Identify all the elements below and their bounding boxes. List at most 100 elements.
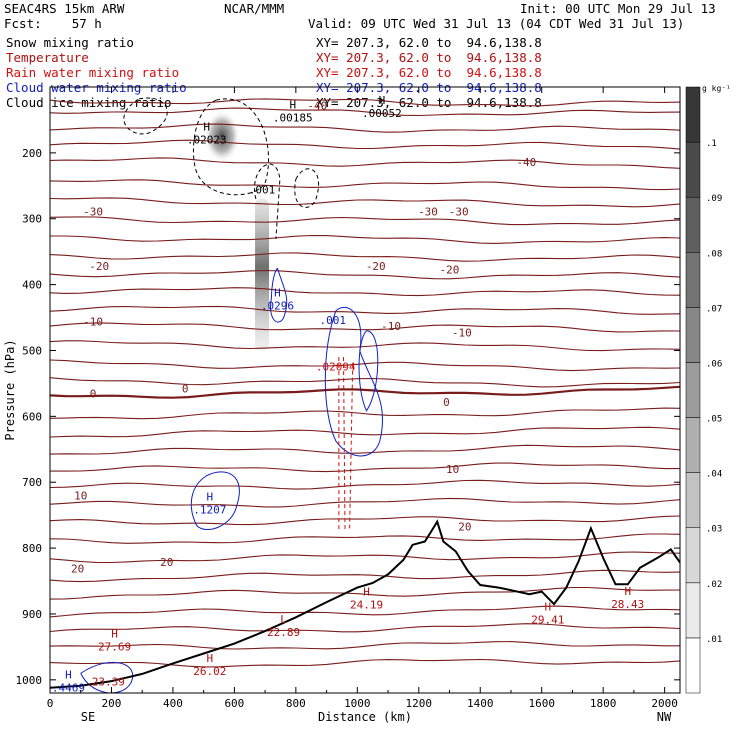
extremum-value: .02023 bbox=[187, 133, 227, 146]
y-tick-label: 800 bbox=[22, 542, 42, 555]
isotherm bbox=[49, 623, 681, 633]
isotherm-label: -30 bbox=[449, 205, 469, 218]
colorbar-segment bbox=[685, 252, 701, 308]
y-tick-label: 500 bbox=[22, 344, 42, 357]
isotherm bbox=[49, 179, 681, 191]
temperature-contours bbox=[49, 98, 681, 668]
isotherm-label: -10 bbox=[83, 315, 103, 328]
x-end-label-right: NW bbox=[657, 710, 672, 724]
legend-field-name: Rain water mixing ratio bbox=[6, 65, 180, 80]
colorbar-unit: g kg⁻¹ bbox=[702, 84, 731, 93]
extremum-value: 29.41 bbox=[531, 614, 564, 627]
isotherm bbox=[49, 123, 681, 133]
y-tick-label: 200 bbox=[22, 147, 42, 160]
isotherm-label: -30 bbox=[83, 205, 103, 218]
extremum-value: .02094 bbox=[316, 361, 356, 374]
isotherm bbox=[49, 252, 681, 262]
colorbar-segment bbox=[685, 307, 701, 363]
extrema-labels: H.02023H.00185H.00052.001H.0296.001.0209… bbox=[52, 94, 644, 694]
isotherm bbox=[49, 98, 681, 107]
ice-contour bbox=[192, 98, 269, 196]
isotherm-label: -10 bbox=[381, 320, 401, 333]
x-tick-label: 800 bbox=[286, 697, 306, 710]
colorbar-tick-label: .09 bbox=[706, 194, 722, 204]
extremum-value: 23.39 bbox=[92, 675, 125, 688]
extremum-value: .00185 bbox=[273, 112, 313, 125]
isotherm bbox=[49, 139, 681, 150]
extremum-value: .00052 bbox=[362, 107, 402, 120]
x-tick-label: 600 bbox=[224, 697, 244, 710]
x-tick-label: 1200 bbox=[406, 697, 433, 710]
cloud-water-contour bbox=[358, 330, 379, 412]
isotherm bbox=[50, 234, 681, 244]
colorbar-segment bbox=[685, 196, 701, 253]
isotherm bbox=[49, 497, 681, 508]
y-tick-label: 700 bbox=[22, 476, 42, 489]
colorbar-tick-label: .06 bbox=[706, 359, 722, 369]
isotherm-label: 0 bbox=[182, 383, 189, 396]
ice-contour bbox=[123, 97, 168, 135]
cloud-water-contour bbox=[80, 661, 134, 694]
extremum-marker: H bbox=[203, 120, 210, 133]
legend-field-xy: XY= 207.3, 62.0 to 94.6,138.8 bbox=[316, 65, 542, 80]
temperature-labels: -40 -40 -30 -30 -30 -20 -20 -20 -10 -10 -10 0 0 0 10 10… bbox=[71, 99, 536, 575]
x-tick-label: 1400 bbox=[467, 697, 494, 710]
isotherm-label: 10 bbox=[446, 463, 459, 476]
mixing-ratio-contours bbox=[80, 97, 384, 694]
x-axis-label: Distance (km) bbox=[318, 710, 412, 724]
snow-maximum-shade bbox=[204, 110, 241, 163]
y-tick-label: 300 bbox=[22, 213, 42, 226]
extremum-value: 24.19 bbox=[350, 598, 383, 611]
colorbar-tick-label: .05 bbox=[706, 415, 722, 425]
extremum-value: .001 bbox=[249, 183, 276, 196]
isotherm bbox=[49, 107, 681, 117]
legend-field-xy: XY= 207.3, 62.0 to 94.6,138.8 bbox=[316, 35, 542, 50]
cloud-water-contour bbox=[270, 267, 288, 323]
snow-column-shade bbox=[255, 198, 270, 351]
extremum-value: .0296 bbox=[261, 299, 294, 312]
isotherm bbox=[49, 305, 681, 315]
extremum-marker: H bbox=[206, 652, 213, 665]
colorbar-tick-label: .01 bbox=[706, 635, 722, 645]
colorbar-segment bbox=[685, 582, 701, 639]
isotherm bbox=[49, 377, 681, 388]
extremum-marker: H bbox=[65, 668, 72, 681]
forecast-hour: Fcst: 57 h bbox=[4, 16, 102, 31]
isotherm bbox=[49, 197, 681, 208]
colorbar-tick-label: .04 bbox=[706, 470, 722, 480]
isotherm-label: 0 bbox=[443, 396, 450, 409]
isotherm bbox=[49, 340, 681, 352]
axes: 0 200 400 600 800 1000 1200 1400 1600 1800 2000200… bbox=[3, 86, 681, 724]
org-title: NCAR/MMM bbox=[224, 1, 285, 16]
isotherm-label: 20 bbox=[160, 556, 173, 569]
x-tick-label: 1800 bbox=[590, 697, 617, 710]
isotherm bbox=[49, 658, 681, 668]
x-tick-label: 1000 bbox=[344, 697, 371, 710]
extremum-marker: H bbox=[379, 94, 386, 107]
isotherm bbox=[49, 533, 681, 544]
init-time: Init: 00 UTC Mon 29 Jul 13 bbox=[520, 1, 716, 16]
y-tick-label: 900 bbox=[22, 608, 42, 621]
legend-field-xy: XY= 207.3, 62.0 to 94.6,138.8 bbox=[316, 50, 542, 65]
terrain-profile bbox=[49, 519, 681, 689]
x-tick-label: 2000 bbox=[651, 697, 678, 710]
isotherm-label: -40 bbox=[516, 156, 536, 169]
extremum-marker: H bbox=[206, 491, 213, 504]
extremum-marker: L bbox=[280, 613, 287, 626]
isotherm bbox=[49, 287, 681, 297]
colorbar-segment bbox=[685, 417, 701, 473]
isotherm-label: -20 bbox=[366, 260, 386, 273]
isotherm bbox=[49, 586, 681, 600]
cloud-water-contour bbox=[324, 306, 384, 457]
extremum-value: 26.02 bbox=[193, 665, 226, 678]
isotherm bbox=[49, 515, 681, 526]
colorbar-tick-label: .02 bbox=[706, 580, 722, 590]
y-tick-label: 400 bbox=[22, 279, 42, 292]
colorbar-segment bbox=[685, 141, 701, 198]
plot-frame bbox=[49, 86, 681, 694]
extremum-marker: H bbox=[111, 628, 118, 641]
isotherm bbox=[49, 322, 681, 333]
legend-field-name: Snow mixing ratio bbox=[6, 35, 134, 50]
extremum-marker: H bbox=[363, 585, 370, 598]
